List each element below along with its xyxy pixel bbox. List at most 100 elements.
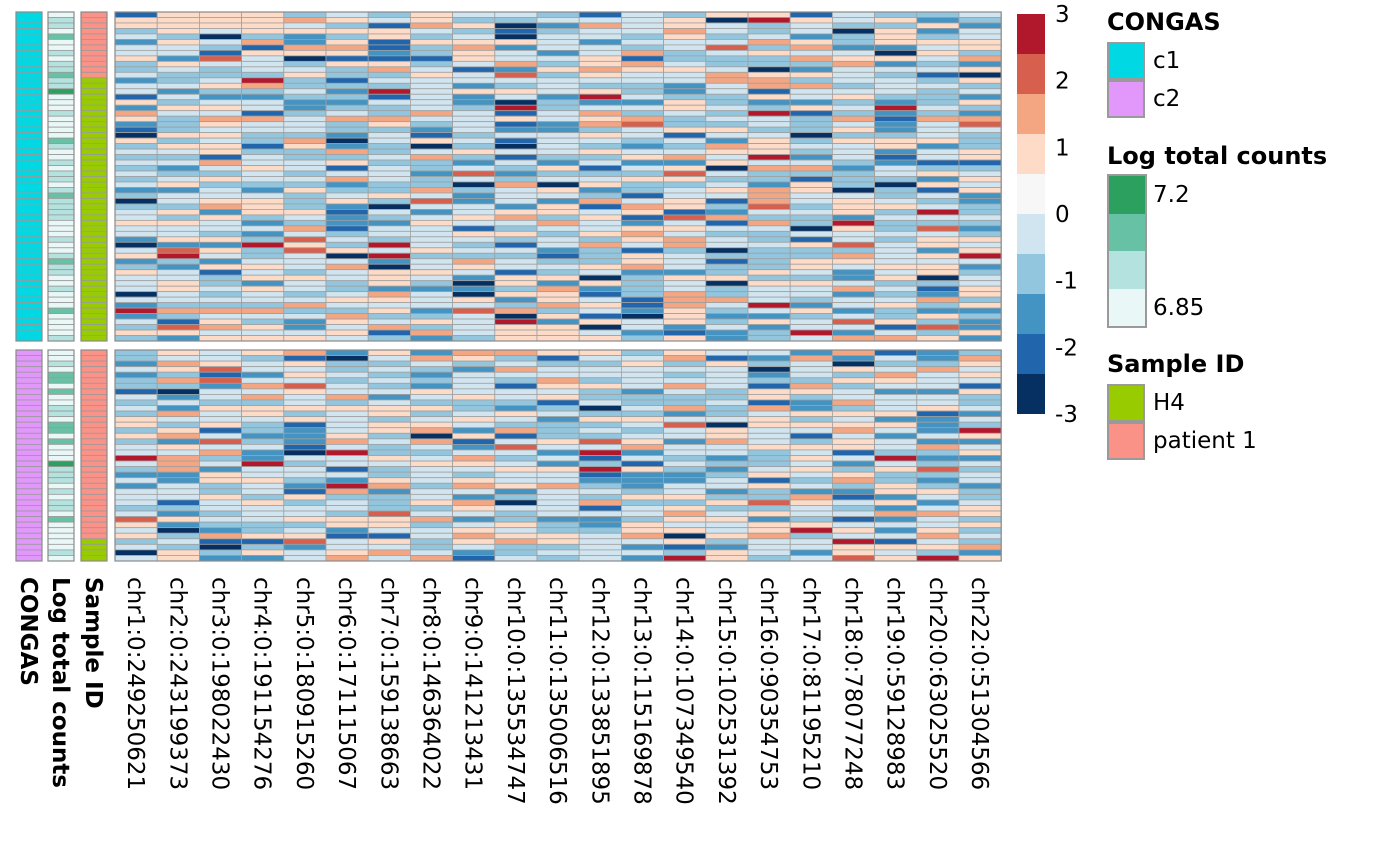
congas-annotation-cell: [15, 148, 43, 155]
heatmap-cell: [114, 225, 158, 232]
heatmap-cell: [452, 555, 496, 562]
heatmap-cell: [409, 482, 453, 490]
heatmap-cell: [789, 371, 833, 379]
heatmap-cell: [747, 449, 791, 456]
heatmap-cell: [789, 516, 833, 523]
heatmap-cell: [325, 230, 369, 238]
heatmap-cell: [747, 137, 791, 145]
heatmap-cell: [114, 313, 158, 320]
heatmap-cell: [367, 170, 411, 177]
heatmap-cell: [789, 549, 833, 556]
congas-annotation-cell: [15, 302, 43, 309]
heatmap-cell: [578, 421, 622, 429]
heatmap-cell: [663, 280, 707, 287]
heatmap-cell: [367, 455, 411, 462]
heatmap-cell: [156, 159, 200, 166]
heatmap-cell: [578, 377, 622, 384]
heatmap-cell: [494, 11, 538, 18]
heatmap-cell: [409, 449, 453, 456]
log-total-counts-annotation-cell: [47, 252, 75, 260]
heatmap-cell: [789, 432, 833, 440]
heatmap-cell: [663, 388, 707, 395]
heatmap-cell: [832, 88, 876, 95]
heatmap-cell: [789, 181, 833, 188]
heatmap-cell: [536, 438, 580, 445]
heatmap-cell: [958, 388, 1002, 395]
heatmap-cell: [874, 543, 918, 551]
heatmap-cell: [367, 44, 411, 51]
heatmap-cell: [747, 247, 791, 254]
heatmap-cell: [494, 143, 538, 150]
color-scale-segment: [1017, 334, 1045, 374]
heatmap-cell: [747, 93, 791, 101]
heatmap-cell: [789, 527, 833, 534]
heatmap-cell: [325, 263, 369, 271]
heatmap-cell: [663, 366, 707, 373]
heatmap-cell: [156, 510, 200, 517]
heatmap-cell: [789, 148, 833, 155]
log-total-counts-annotation-cell: [47, 198, 75, 205]
heatmap-cell: [832, 543, 876, 551]
heatmap-cell: [114, 510, 158, 517]
heatmap-cell: [663, 296, 707, 304]
congas-annotation-cell: [15, 115, 43, 123]
heatmap-cell: [452, 236, 496, 243]
heatmap-cell: [114, 241, 158, 249]
heatmap-cell: [409, 455, 453, 462]
heatmap-cell: [621, 214, 665, 221]
sample-id-annotation-cell: [80, 252, 108, 260]
heatmap-cell: [705, 449, 749, 456]
heatmap-cell: [452, 93, 496, 101]
heatmap-cell: [198, 302, 242, 309]
heatmap-cell: [198, 318, 242, 325]
heatmap-cell: [958, 148, 1002, 155]
heatmap-cell: [663, 126, 707, 134]
heatmap-cell: [832, 252, 876, 260]
heatmap-cell: [874, 421, 918, 429]
congas-annotation-cell: [15, 377, 43, 384]
heatmap-cell: [198, 394, 242, 401]
heatmap-cell: [494, 208, 538, 216]
heatmap-cell: [283, 39, 327, 46]
heatmap-cell: [578, 181, 622, 188]
heatmap-cell: [494, 449, 538, 456]
heatmap-cell: [832, 302, 876, 309]
heatmap-cell: [452, 181, 496, 188]
congas-annotation-cell: [15, 11, 43, 18]
heatmap-cell: [747, 99, 791, 106]
heatmap-cell: [663, 198, 707, 205]
heatmap-cell: [367, 499, 411, 506]
heatmap-cell: [452, 55, 496, 62]
heatmap-cell: [452, 421, 496, 429]
congas-annotation-cell: [15, 176, 43, 183]
heatmap-cell: [874, 516, 918, 523]
heatmap-cell: [916, 93, 960, 101]
heatmap-cell: [874, 11, 918, 18]
heatmap-cell: [621, 307, 665, 314]
heatmap-cell: [747, 225, 791, 232]
heatmap-cell: [536, 421, 580, 429]
heatmap-cell: [367, 355, 411, 362]
heatmap-cell: [114, 516, 158, 523]
heatmap-cell: [663, 258, 707, 265]
heatmap-cell: [241, 482, 285, 490]
heatmap-cell: [198, 488, 242, 495]
heatmap-cell: [832, 510, 876, 517]
heatmap-cell: [241, 291, 285, 298]
heatmap-cell: [156, 291, 200, 298]
heatmap-cell: [789, 82, 833, 90]
heatmap-cell: [114, 247, 158, 254]
heatmap-cell: [452, 225, 496, 232]
heatmap-cell: [621, 527, 665, 534]
heatmap-cell: [789, 538, 833, 545]
heatmap-cell: [578, 516, 622, 523]
heatmap-cell: [367, 137, 411, 145]
heatmap-cell: [832, 159, 876, 166]
heatmap-cell: [705, 482, 749, 490]
heatmap-cell: [789, 307, 833, 314]
heatmap-cell: [578, 443, 622, 451]
annotation-block-border: [15, 349, 43, 562]
annotation-block-border: [80, 11, 108, 342]
heatmap-cell: [916, 198, 960, 205]
heatmap-cell: [832, 121, 876, 128]
